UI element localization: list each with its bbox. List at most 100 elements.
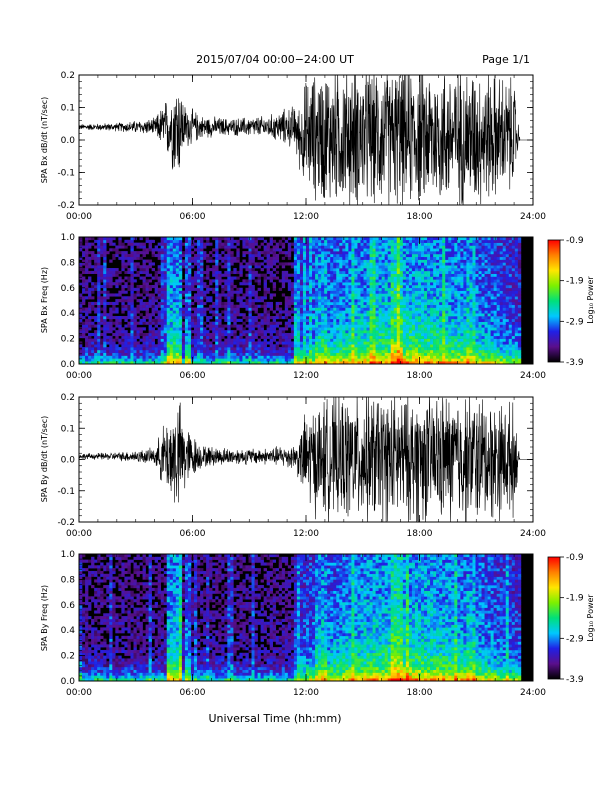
spectrogram-cell xyxy=(236,239,240,243)
spectrogram-cell xyxy=(405,358,410,362)
spectrogram-cell xyxy=(121,259,125,263)
spectrogram-cell xyxy=(396,330,401,334)
spectrogram-cell xyxy=(327,324,331,328)
spectrogram-cell xyxy=(363,341,367,345)
spectrogram-cell xyxy=(427,270,431,274)
spectrogram-cell xyxy=(236,352,240,356)
spectrogram-cell xyxy=(293,256,298,260)
spectrogram-cell xyxy=(436,361,440,365)
spectrogram-cell xyxy=(439,324,443,328)
spectrogram-cell xyxy=(197,332,201,337)
spectrogram-cell xyxy=(97,358,101,362)
spectrogram-cell xyxy=(269,355,274,359)
spectrogram-cell xyxy=(278,358,283,362)
spectrogram-cell xyxy=(363,327,367,331)
spectrogram-cell xyxy=(100,341,104,345)
spectrogram-cell xyxy=(366,293,370,297)
spectrogram-cell xyxy=(442,310,446,314)
spectrogram-cell xyxy=(263,290,267,294)
spectrogram-cell xyxy=(254,347,258,351)
spectrogram-cell xyxy=(445,318,449,322)
spectrogram-cell xyxy=(163,301,168,306)
spectrogram-cell xyxy=(378,316,382,320)
spectrogram-cell xyxy=(424,316,428,320)
spectrogram-cell xyxy=(378,256,382,260)
spectrogram-cell xyxy=(408,361,413,365)
spectrogram-cell xyxy=(393,313,398,317)
spectrogram-cell xyxy=(396,313,401,317)
spectrogram-cell xyxy=(396,282,401,286)
spectrogram-cell xyxy=(221,352,225,356)
spectrogram-cell xyxy=(342,253,346,258)
spectrogram-cell xyxy=(233,355,237,359)
spectrogram-cell xyxy=(287,237,292,241)
spectrogram-cell xyxy=(175,313,180,317)
spectrogram-cell xyxy=(97,282,101,286)
spectrogram-cell xyxy=(433,265,437,269)
spectrogram-cell xyxy=(215,251,219,255)
spectrogram-cell xyxy=(360,282,364,286)
spectrogram-cell xyxy=(178,276,183,280)
spectrogram-cell xyxy=(112,256,116,260)
spectrogram-cell xyxy=(357,273,361,277)
spectrogram-cell xyxy=(348,251,352,255)
spectrogram-cell xyxy=(103,239,107,243)
spectrogram-cell xyxy=(266,290,270,294)
spectrogram-cell xyxy=(381,318,385,322)
spectrogram-cell xyxy=(393,344,398,348)
spectrogram-cell xyxy=(333,287,337,291)
spectrogram-cell xyxy=(318,245,322,249)
spectrogram-cell xyxy=(278,316,283,320)
spectrogram-cell xyxy=(88,327,92,331)
spectrogram-cell xyxy=(257,251,261,255)
spectrogram-cell xyxy=(363,355,367,359)
spectrogram-cell xyxy=(339,324,343,328)
spectrogram-cell xyxy=(360,316,364,320)
spectrogram-cell xyxy=(248,344,252,348)
spectrogram-cell xyxy=(115,318,119,322)
spectrogram-cell xyxy=(194,262,198,266)
spectrogram-cell xyxy=(321,332,325,337)
spectrogram-cell xyxy=(109,270,113,274)
spectrogram-cell xyxy=(309,349,313,354)
spectrogram-cell xyxy=(408,355,413,359)
spectrogram-cell xyxy=(124,284,128,289)
spectrogram-cell xyxy=(112,338,116,342)
spectrogram-cell xyxy=(148,245,152,249)
spectrogram-cell xyxy=(324,327,328,331)
spectrogram-cell xyxy=(293,290,298,294)
spectrogram-cell xyxy=(79,273,83,277)
spectrogram-cell xyxy=(112,293,116,297)
spectrogram-cell xyxy=(163,256,168,260)
spectrogram-cell xyxy=(436,352,440,356)
spectrogram-cell xyxy=(157,248,162,252)
spectrogram-cell xyxy=(251,268,255,272)
spectrogram-cell xyxy=(387,299,392,303)
spectrogram-cell xyxy=(345,245,349,249)
spectrogram-cell xyxy=(245,268,249,272)
spectrogram-cell xyxy=(209,242,213,246)
spectrogram-cell xyxy=(399,321,404,325)
spectrogram-cell xyxy=(233,307,237,311)
spectrogram-cell xyxy=(233,349,237,354)
spectrogram-cell xyxy=(91,358,95,362)
spectrogram-cell xyxy=(454,335,458,339)
spectrogram-cell xyxy=(302,310,307,314)
spectrogram-cell xyxy=(284,355,289,359)
spectrogram-cell xyxy=(390,282,395,286)
spectrogram-cell xyxy=(448,324,452,328)
spectrogram-cell xyxy=(151,301,155,306)
spectrogram-cell xyxy=(345,355,349,359)
spectrogram-cell xyxy=(218,355,222,359)
spectrogram-cell xyxy=(130,349,134,354)
spectrogram-cell xyxy=(393,327,398,331)
spectrogram-cell xyxy=(166,358,171,362)
spectrogram-cell xyxy=(302,301,307,306)
spectrogram-cell xyxy=(224,242,228,246)
spectrogram-cell xyxy=(424,338,428,342)
spectrogram-cell xyxy=(230,332,234,337)
spectrogram-cell xyxy=(272,310,277,314)
spectrogram-cell xyxy=(230,287,234,291)
spectrogram-cell xyxy=(333,262,337,266)
spectrogram-cell xyxy=(278,248,283,252)
